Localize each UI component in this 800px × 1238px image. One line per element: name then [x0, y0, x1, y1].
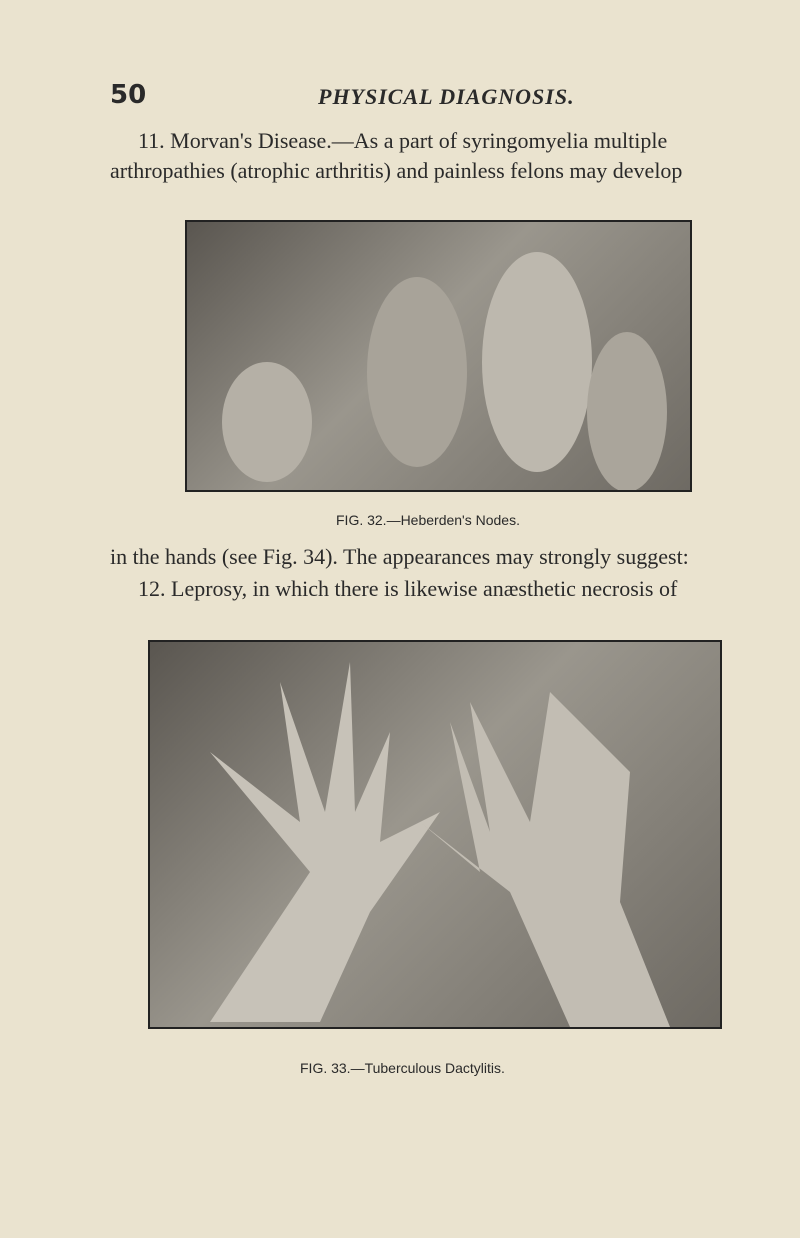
- finger: [482, 252, 592, 472]
- hands-illustration: [210, 662, 670, 1027]
- hand: [420, 692, 670, 1027]
- figure-caption: FIG. 32.—Heberden's Nodes.: [336, 512, 520, 528]
- text-line: in the hands (see Fig. 34). The appearan…: [110, 544, 689, 569]
- text-line: 11. Morvan's Disease.—As a part of syrin…: [138, 128, 668, 153]
- finger: [222, 362, 312, 482]
- figure-caption: FIG. 33.—Tuberculous Dactylitis.: [300, 1060, 505, 1076]
- text-line: arthropathies (atrophic arthritis) and p…: [110, 158, 683, 183]
- hands-illustration: [222, 252, 667, 492]
- finger: [367, 277, 467, 467]
- text-line: 12. Leprosy, in which there is likewise …: [138, 576, 678, 601]
- figure-image: [148, 640, 722, 1029]
- running-head: PHYSICAL DIAGNOSIS.: [318, 84, 575, 109]
- hand: [210, 662, 440, 1022]
- finger: [587, 332, 667, 492]
- figure-image: [185, 220, 692, 492]
- page-number: 50: [110, 80, 147, 110]
